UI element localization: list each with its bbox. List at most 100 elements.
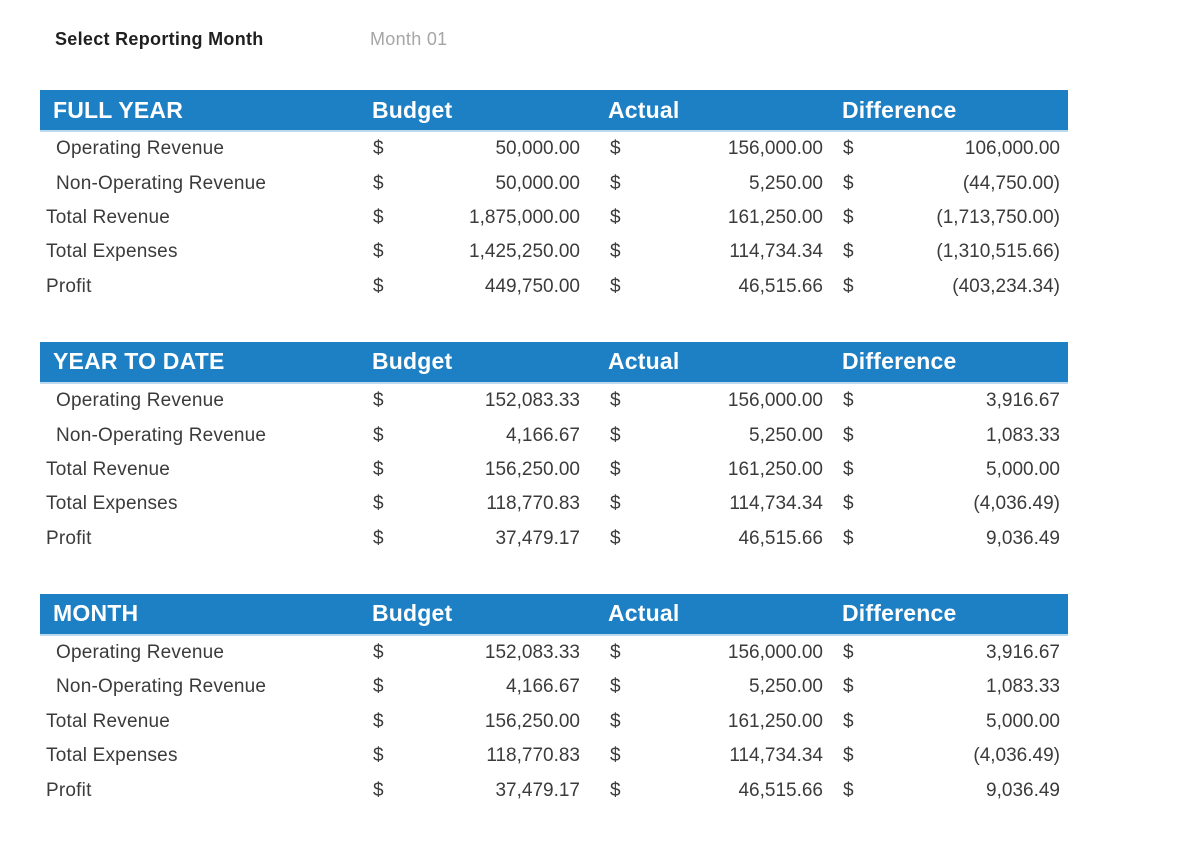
actual-amount: 5,250.00 [749, 676, 823, 698]
section-rows: Operating Revenue $ 152,083.33 $ 156,000… [40, 384, 1068, 556]
currency-symbol: $ [610, 779, 621, 801]
budget-cell: $ 118,770.83 [370, 493, 600, 515]
column-header-difference: Difference [842, 96, 957, 123]
table-row: Profit $ 37,479.17 $ 46,515.66 $ 9,036.4… [40, 773, 1068, 807]
difference-amount: 3,916.67 [986, 642, 1060, 664]
difference-cell: $ 9,036.49 [836, 528, 1068, 550]
budget-amount: 50,000.00 [495, 172, 580, 194]
column-header-difference: Difference [842, 600, 957, 627]
difference-amount: 1,083.33 [986, 676, 1060, 698]
actual-cell: $ 46,515.66 [600, 780, 836, 802]
table-row: Total Revenue $ 1,875,000.00 $ 161,250.0… [40, 201, 1068, 235]
row-label: Total Expenses [46, 745, 178, 767]
column-header-budget: Budget [372, 600, 453, 627]
budget-amount: 156,250.00 [484, 710, 580, 732]
actual-cell: $ 46,515.66 [600, 276, 836, 298]
row-label: Total Expenses [46, 493, 178, 515]
row-label: Non-Operating Revenue [56, 172, 267, 194]
budget-amount: 152,083.33 [484, 390, 580, 412]
table-row: Operating Revenue $ 50,000.00 $ 156,000.… [40, 132, 1068, 166]
budget-amount: 37,479.17 [495, 527, 580, 549]
actual-cell: $ 114,734.34 [600, 745, 836, 767]
currency-symbol: $ [610, 458, 621, 480]
currency-symbol: $ [843, 241, 854, 263]
actual-amount: 114,734.34 [729, 745, 823, 767]
actual-amount: 5,250.00 [749, 424, 823, 446]
currency-symbol: $ [610, 424, 621, 446]
difference-amount: (403,234.34) [952, 275, 1060, 297]
budget-amount: 449,750.00 [484, 275, 580, 297]
actual-cell: $ 161,250.00 [600, 207, 836, 229]
table-row: Total Expenses $ 1,425,250.00 $ 114,734.… [40, 235, 1068, 269]
row-label: Non-Operating Revenue [56, 424, 267, 446]
actual-amount: 156,000.00 [727, 390, 823, 412]
currency-symbol: $ [610, 138, 621, 160]
column-header-actual: Actual [608, 96, 680, 123]
currency-symbol: $ [373, 275, 384, 297]
currency-symbol: $ [373, 779, 384, 801]
row-label: Profit [46, 275, 92, 297]
currency-symbol: $ [610, 390, 621, 412]
currency-symbol: $ [843, 779, 854, 801]
actual-cell: $ 156,000.00 [600, 642, 836, 664]
currency-symbol: $ [610, 642, 621, 664]
currency-symbol: $ [843, 172, 854, 194]
actual-cell: $ 5,250.00 [600, 676, 836, 698]
currency-symbol: $ [373, 493, 384, 515]
actual-cell: $ 114,734.34 [600, 241, 836, 263]
actual-cell: $ 114,734.34 [600, 493, 836, 515]
actual-amount: 114,734.34 [729, 493, 823, 515]
row-label: Total Revenue [46, 710, 171, 732]
currency-symbol: $ [373, 676, 384, 698]
budget-amount: 1,875,000.00 [469, 206, 580, 228]
actual-cell: $ 5,250.00 [600, 425, 836, 447]
difference-cell: $ 3,916.67 [836, 642, 1068, 664]
budget-cell: $ 1,875,000.00 [370, 207, 600, 229]
table-row: Profit $ 449,750.00 $ 46,515.66 $ (403,2… [40, 270, 1068, 304]
budget-cell: $ 152,083.33 [370, 642, 600, 664]
currency-symbol: $ [373, 710, 384, 732]
section-header-bar: YEAR TO DATE Budget Actual Difference [40, 341, 1068, 384]
actual-cell: $ 5,250.00 [600, 173, 836, 195]
actual-amount: 46,515.66 [738, 527, 823, 549]
report-sections: FULL YEAR Budget Actual Difference Opera… [40, 90, 1068, 846]
column-header-budget: Budget [372, 348, 453, 375]
reporting-month-value[interactable]: Month 01 [370, 29, 448, 49]
table-row: Operating Revenue $ 152,083.33 $ 156,000… [40, 636, 1068, 670]
currency-symbol: $ [610, 206, 621, 228]
budget-cell: $ 152,083.33 [370, 390, 600, 412]
table-row: Total Expenses $ 118,770.83 $ 114,734.34… [40, 487, 1068, 521]
difference-amount: (4,036.49) [973, 493, 1060, 515]
difference-cell: $ 5,000.00 [836, 459, 1068, 481]
currency-symbol: $ [610, 241, 621, 263]
column-header-budget: Budget [372, 96, 453, 123]
currency-symbol: $ [373, 206, 384, 228]
currency-symbol: $ [843, 206, 854, 228]
currency-symbol: $ [610, 745, 621, 767]
actual-cell: $ 161,250.00 [600, 711, 836, 733]
difference-amount: 9,036.49 [986, 527, 1060, 549]
difference-amount: 1,083.33 [986, 424, 1060, 446]
budget-amount: 152,083.33 [484, 642, 580, 664]
difference-cell: $ (4,036.49) [836, 493, 1068, 515]
report-section: FULL YEAR Budget Actual Difference Opera… [40, 90, 1068, 304]
table-row: Operating Revenue $ 152,083.33 $ 156,000… [40, 384, 1068, 418]
budget-amount: 4,166.67 [506, 676, 580, 698]
currency-symbol: $ [373, 424, 384, 446]
budget-cell: $ 4,166.67 [370, 676, 600, 698]
budget-cell: $ 449,750.00 [370, 276, 600, 298]
row-label: Total Revenue [46, 206, 171, 228]
budget-cell: $ 156,250.00 [370, 459, 600, 481]
report-section: MONTH Budget Actual Difference Operating… [40, 593, 1068, 808]
section-rows: Operating Revenue $ 50,000.00 $ 156,000.… [40, 132, 1068, 304]
budget-cell: $ 4,166.67 [370, 425, 600, 447]
currency-symbol: $ [610, 275, 621, 297]
actual-amount: 161,250.00 [727, 206, 823, 228]
currency-symbol: $ [843, 527, 854, 549]
actual-amount: 5,250.00 [749, 172, 823, 194]
currency-symbol: $ [610, 493, 621, 515]
difference-cell: $ 5,000.00 [836, 711, 1068, 733]
row-label: Profit [46, 527, 92, 549]
section-title: YEAR TO DATE [53, 348, 225, 375]
row-label: Operating Revenue [56, 642, 225, 664]
